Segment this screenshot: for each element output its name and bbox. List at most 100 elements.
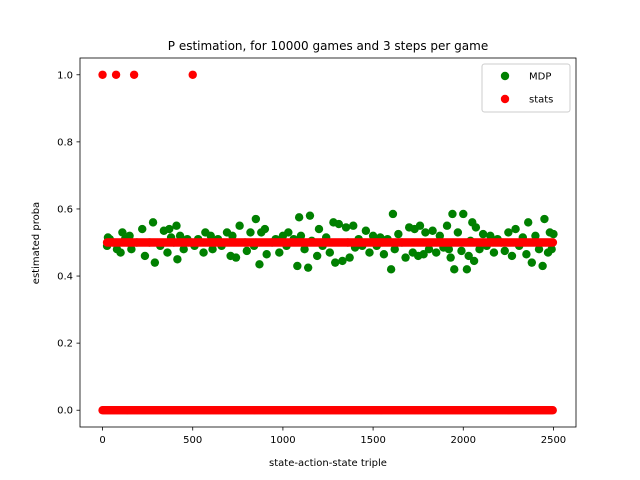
mdp-point	[199, 248, 208, 257]
mdp-point	[150, 258, 160, 267]
x-tick-label: 500	[183, 435, 202, 446]
mdp-point	[296, 231, 306, 240]
legend-marker	[500, 94, 510, 104]
mdp-point	[432, 248, 441, 257]
plot-frame	[79, 57, 577, 428]
mdp-point	[305, 211, 315, 220]
mdp-point	[293, 261, 302, 271]
mdp-point	[140, 251, 150, 261]
mdp-point	[148, 218, 158, 227]
legend-box	[481, 63, 571, 113]
mdp-point	[255, 260, 264, 269]
stats-point	[129, 70, 139, 79]
mdp-point	[511, 224, 520, 234]
mdp-point	[125, 231, 134, 240]
mdp-point	[459, 209, 468, 219]
mdp-point	[446, 253, 455, 262]
mdp-point	[312, 251, 322, 261]
mdp-point	[116, 248, 125, 257]
x-tick-label: 1000	[270, 435, 295, 446]
mdp-point	[262, 250, 271, 259]
mdp-point	[118, 228, 127, 237]
mdp-point	[500, 246, 509, 256]
mdp-point	[175, 231, 185, 240]
mdp-point	[462, 265, 472, 274]
mdp-point	[260, 224, 270, 234]
mdp-point	[284, 228, 293, 237]
mdp-point	[235, 221, 244, 230]
mdp-point	[127, 245, 136, 254]
mdp-point	[442, 221, 452, 230]
x-tick-label: 2500	[541, 435, 566, 446]
mdp-point	[242, 246, 252, 256]
mdp-point	[448, 209, 457, 219]
y-tick-label: 0.8	[57, 137, 73, 148]
mdp-point	[527, 258, 537, 267]
mdp-point	[345, 253, 354, 262]
mdp-point	[421, 228, 430, 237]
mdp-point	[457, 246, 466, 256]
mdp-point	[388, 209, 398, 219]
y-tick-label: 0.6	[57, 204, 73, 215]
stats-point	[548, 238, 558, 247]
x-tick-label: 1500	[360, 435, 385, 446]
mdp-point	[428, 226, 437, 235]
mdp-point	[390, 245, 399, 254]
mdp-point	[415, 221, 425, 230]
stats-point	[548, 406, 557, 415]
stats-point	[98, 70, 107, 79]
legend: MDP stats	[481, 63, 571, 113]
mdp-point	[206, 231, 215, 240]
mdp-point	[349, 221, 358, 230]
mdp-point	[165, 224, 174, 234]
legend-marker	[500, 71, 510, 81]
mdp-point	[379, 250, 389, 259]
mdp-point	[386, 265, 396, 274]
chart-title: P estimation, for 10000 games and 3 step…	[168, 39, 488, 53]
mdp-point	[300, 245, 309, 254]
mdp-point	[251, 214, 261, 224]
legend-label: MDP	[529, 72, 551, 83]
mdp-point	[453, 228, 463, 237]
mdp-point	[294, 213, 304, 222]
legend-label: stats	[529, 95, 553, 106]
mdp-point	[401, 253, 410, 262]
mdp-point	[547, 245, 556, 254]
mdp-point	[368, 231, 378, 240]
mdp-point	[228, 231, 237, 240]
mdp-point	[419, 250, 428, 259]
mdp-point	[338, 256, 347, 266]
mdp-point	[435, 231, 445, 240]
y-tick-label: 0.2	[57, 339, 73, 350]
mdp-point	[179, 245, 188, 254]
mdp-point	[246, 228, 255, 237]
mdp-point	[524, 218, 533, 227]
mdp-point	[314, 224, 324, 234]
mdp-point	[361, 226, 371, 235]
mdp-point	[507, 251, 517, 261]
x-axis-label: state-action-state triple	[269, 458, 387, 469]
mdp-point	[475, 245, 484, 254]
mdp-point	[522, 250, 531, 259]
mdp-point	[172, 221, 181, 230]
mdp-point	[138, 224, 147, 234]
plot-area	[98, 70, 558, 415]
y-tick-label: 0.0	[57, 406, 73, 417]
mdp-point	[504, 228, 513, 237]
mdp-point	[334, 219, 344, 229]
mdp-point	[538, 261, 547, 271]
mdp-point	[478, 229, 488, 239]
mdp-point	[325, 248, 335, 257]
mdp-point	[231, 253, 241, 262]
y-tick-label: 1.0	[57, 70, 73, 81]
y-axis-label: estimated proba	[31, 202, 42, 284]
mdp-point	[275, 248, 284, 257]
mdp-point	[208, 245, 217, 254]
stats-point	[188, 70, 197, 79]
y-tick-label: 0.4	[57, 272, 73, 283]
stats-point	[111, 70, 121, 79]
mdp-point	[331, 258, 340, 267]
mdp-point	[365, 248, 374, 257]
mdp-point	[531, 231, 540, 240]
mdp-point	[464, 251, 473, 261]
